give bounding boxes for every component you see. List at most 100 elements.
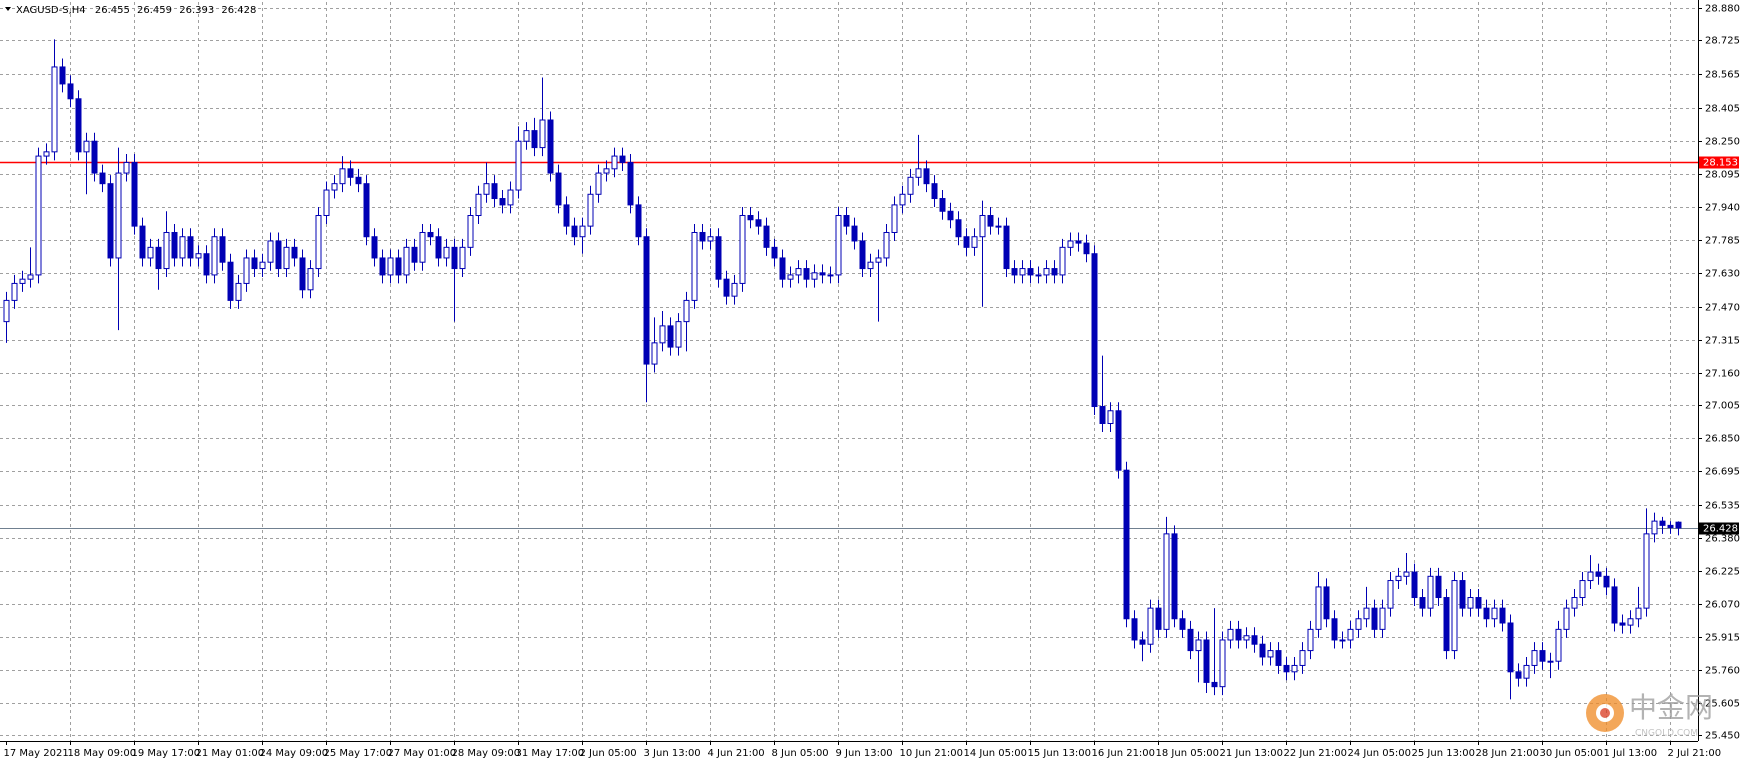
candle-body xyxy=(443,246,450,259)
candle-body xyxy=(1131,618,1138,641)
candle-body xyxy=(27,274,34,280)
y-tick-label: 28.405 xyxy=(1705,104,1740,115)
candle-body xyxy=(1043,268,1050,276)
candle-body xyxy=(203,253,210,276)
candle-body xyxy=(187,236,194,259)
x-tick-label: 21 Jun 13:00 xyxy=(1220,748,1284,759)
candle-body xyxy=(371,236,378,259)
candle-body xyxy=(1675,521,1682,529)
candle-body xyxy=(1051,268,1058,276)
candle-body xyxy=(995,225,1002,228)
x-tick-label: 27 May 01:00 xyxy=(388,748,457,759)
candle-body xyxy=(219,236,226,263)
candle-body xyxy=(499,198,506,206)
candle-body xyxy=(803,268,810,280)
candle-body xyxy=(1515,671,1522,679)
open-value: 26.455 xyxy=(95,5,130,16)
candle-body xyxy=(1315,586,1322,630)
candle-body xyxy=(1475,597,1482,609)
candle-body xyxy=(1635,607,1642,620)
candle-body xyxy=(91,140,98,174)
candle-body xyxy=(1363,607,1370,620)
menu-triangle[interactable] xyxy=(5,7,11,11)
x-tick-label: 2 Jun 05:00 xyxy=(580,748,637,759)
candle-body xyxy=(299,257,306,291)
candle-body xyxy=(547,119,554,174)
candle-body xyxy=(339,168,346,185)
x-tick-label: 17 May 2021 xyxy=(4,748,69,759)
candle-body xyxy=(251,257,258,270)
candle-body xyxy=(43,151,50,157)
y-tick-label: 27.470 xyxy=(1705,303,1740,314)
candle-body xyxy=(619,155,626,163)
candle-body xyxy=(259,261,266,270)
candle-body xyxy=(387,257,394,276)
candle-body xyxy=(667,325,674,348)
x-tick-label: 3 Jun 13:00 xyxy=(644,748,701,759)
y-tick-label: 25.915 xyxy=(1705,633,1740,644)
x-tick-label: 28 Jun 21:00 xyxy=(1476,748,1540,759)
candle-body xyxy=(691,231,698,301)
candle-body xyxy=(1459,580,1466,609)
candle-body xyxy=(1235,628,1242,641)
candle-body xyxy=(779,257,786,280)
candle-body xyxy=(971,236,978,248)
candle-body xyxy=(1339,639,1346,642)
candle-body xyxy=(1259,643,1266,658)
y-tick-label: 26.380 xyxy=(1705,534,1740,545)
candle-body xyxy=(1627,618,1634,626)
candle-body xyxy=(1211,681,1218,688)
candle-body xyxy=(155,246,162,270)
candles xyxy=(0,39,1698,700)
candle-body xyxy=(1107,410,1114,424)
candle-body xyxy=(379,257,386,276)
y-tick-label: 25.605 xyxy=(1705,699,1740,710)
candle-body xyxy=(115,172,122,259)
candle-body xyxy=(875,257,882,263)
candle-body xyxy=(1291,664,1298,673)
candle-body xyxy=(1307,628,1314,652)
candle-body xyxy=(523,130,530,142)
candle-body xyxy=(1163,533,1170,630)
low-value: 26.393 xyxy=(179,5,214,16)
candle-body xyxy=(771,246,778,259)
x-tick-label: 22 Jun 21:00 xyxy=(1284,748,1348,759)
x-tick-label: 30 Jun 05:00 xyxy=(1540,748,1604,759)
candle-body xyxy=(1411,571,1418,599)
candle-body xyxy=(1347,628,1354,641)
candle-body xyxy=(1027,268,1034,276)
x-tick-label: 24 May 09:00 xyxy=(260,748,329,759)
candle-body xyxy=(1651,520,1658,535)
candle-body xyxy=(467,215,474,248)
y-tick-label: 25.450 xyxy=(1705,731,1740,742)
x-tick-label: 4 Jun 21:00 xyxy=(708,748,765,759)
candle-body xyxy=(699,231,706,242)
high-value: 26.459 xyxy=(137,5,172,16)
symbol: XAGUSD-S,H4 xyxy=(16,5,86,16)
x-tick-label: 8 Jun 05:00 xyxy=(772,748,829,759)
candle-body xyxy=(459,246,466,270)
candle-body xyxy=(419,231,426,263)
candle-body xyxy=(1531,650,1538,666)
candle-body xyxy=(1491,607,1498,620)
candle-body xyxy=(515,140,522,191)
candle-body xyxy=(1115,410,1122,471)
candle-body xyxy=(1267,650,1274,658)
candle-body xyxy=(1011,268,1018,276)
candle-body xyxy=(147,246,154,259)
candle-body xyxy=(563,204,570,227)
candle-body xyxy=(947,210,954,221)
candle-body xyxy=(587,193,594,227)
candle-body xyxy=(1419,597,1426,609)
x-tick-label: 25 Jun 13:00 xyxy=(1412,748,1476,759)
candle-body xyxy=(731,282,738,297)
candle-body xyxy=(1395,575,1402,582)
x-tick-label: 16 Jun 21:00 xyxy=(1092,748,1156,759)
x-tick-label: 21 May 01:00 xyxy=(196,748,265,759)
x-tick-label: 31 May 17:00 xyxy=(516,748,585,759)
candle-body xyxy=(955,219,962,238)
candle-body xyxy=(323,189,330,217)
candle-body xyxy=(19,278,26,284)
